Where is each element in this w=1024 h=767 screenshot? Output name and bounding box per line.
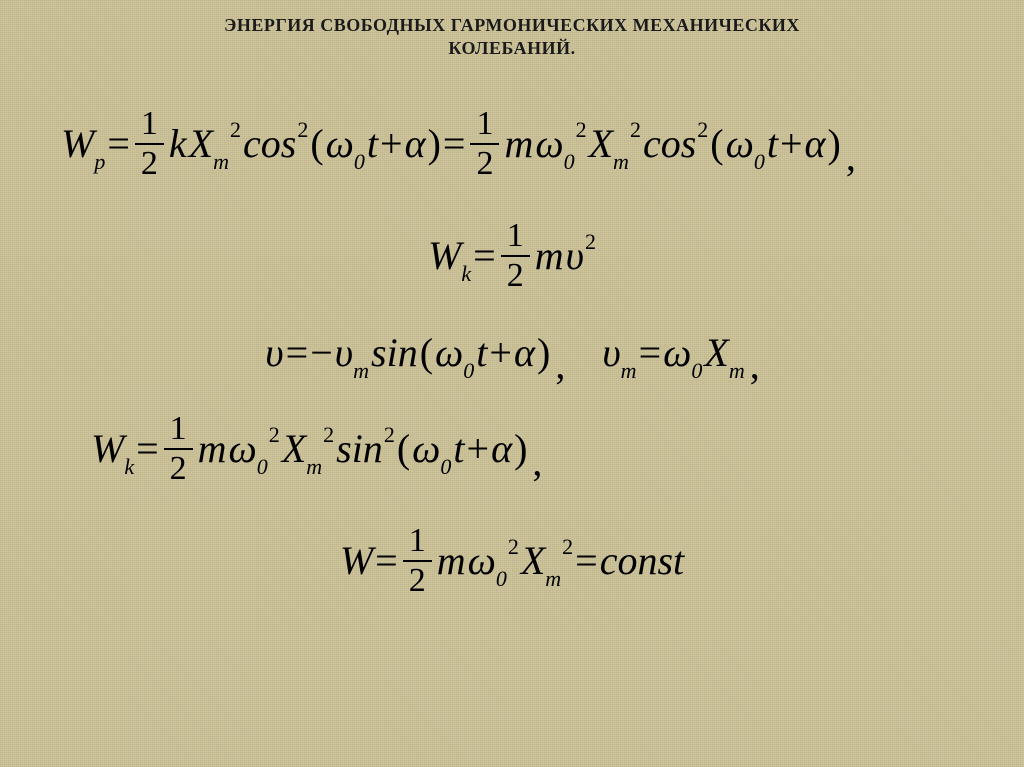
title-line1: ЭНЕРГИЯ СВОБОДНЫХ ГАРМОНИЧЕСКИХ МЕХАНИЧЕ… bbox=[224, 15, 800, 35]
equation-velocity: υ = − υm sin ( ω0 t + α ) , υm = ω0 Xm , bbox=[40, 329, 984, 376]
equation-potential-energy: Wp = 12 k Xm2 cos2 ( ω0 t + α ) = 12 m ω… bbox=[40, 105, 984, 183]
fraction-half: 12 bbox=[470, 105, 499, 183]
equation-kinetic-def: Wk = 12 m υ2 bbox=[40, 217, 984, 295]
fraction-half: 12 bbox=[135, 105, 164, 183]
fraction-half: 12 bbox=[501, 217, 530, 295]
equation-kinetic-expanded: Wk = 12 m ω02 Xm2 sin2 ( ω0 t + α ) , bbox=[40, 410, 984, 488]
title-line2: КОЛЕБАНИЙ. bbox=[448, 38, 575, 58]
slide-title: ЭНЕРГИЯ СВОБОДНЫХ ГАРМОНИЧЕСКИХ МЕХАНИЧЕ… bbox=[0, 0, 1024, 59]
equation-total-energy: W = 12 m ω02 Xm2 = const bbox=[40, 522, 984, 600]
fraction-half: 12 bbox=[164, 410, 193, 488]
fraction-half: 12 bbox=[403, 522, 432, 600]
formula-area: Wp = 12 k Xm2 cos2 ( ω0 t + α ) = 12 m ω… bbox=[0, 59, 1024, 600]
